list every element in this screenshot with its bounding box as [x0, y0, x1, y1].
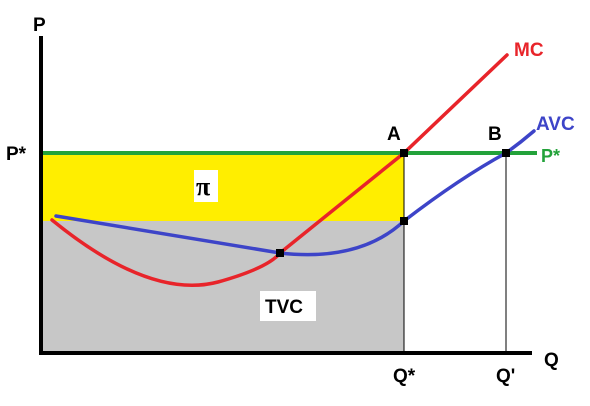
profit-label-bg	[194, 170, 218, 202]
avc-label: AVC	[536, 114, 575, 135]
tvc-region	[41, 221, 404, 353]
point-a-marker	[400, 149, 408, 157]
price-label-left: P*	[6, 144, 27, 165]
profit-region	[41, 153, 404, 221]
y-axis-label: P	[33, 15, 46, 36]
tvc-label-bg	[260, 291, 316, 321]
point-a-label: A	[387, 124, 401, 145]
tvc-label: TVC	[265, 297, 303, 318]
q-star-label: Q*	[393, 366, 416, 387]
profit-label: π	[196, 172, 210, 201]
point-b-label: B	[488, 124, 502, 145]
q-prime-label: Q'	[496, 366, 515, 387]
avc-at-q-star-marker	[400, 217, 408, 225]
mc-label: MC	[514, 40, 544, 61]
point-b-marker	[502, 149, 510, 157]
mc-avc-intersection-marker	[276, 249, 284, 257]
price-label-right: P*	[541, 146, 560, 166]
x-axis-label: Q	[544, 350, 559, 371]
mc-curve	[50, 53, 509, 287]
